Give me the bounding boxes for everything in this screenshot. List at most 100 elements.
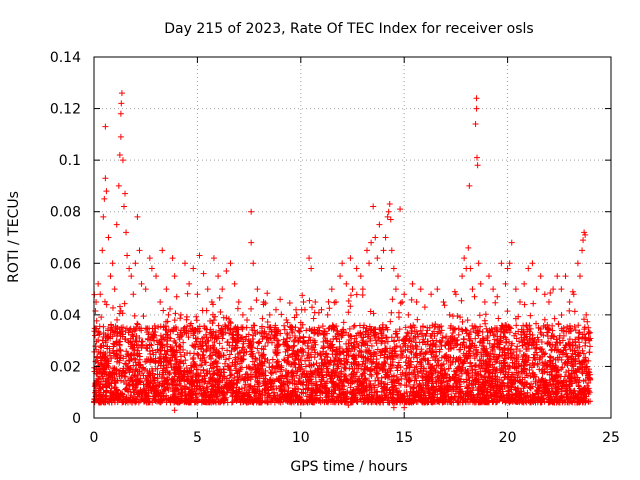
- scatter-point-dense: [220, 352, 227, 359]
- scatter-point-dense: [454, 341, 461, 348]
- scatter-point-dense: [268, 370, 275, 377]
- scatter-point-dense: [534, 334, 541, 341]
- scatter-point-dense: [501, 374, 508, 381]
- scatter-point-dense: [172, 339, 179, 346]
- scatter-point-dense: [213, 329, 220, 336]
- scatter-point-dense: [375, 381, 382, 388]
- scatter-point-dense: [455, 364, 462, 371]
- scatter-point-dense: [234, 390, 241, 397]
- scatter-point-dense: [135, 390, 142, 397]
- scatter-point-dense: [286, 300, 293, 307]
- scatter-point-dense: [231, 325, 238, 332]
- scatter-point-dense: [396, 380, 403, 387]
- scatter-point-dense: [389, 296, 396, 303]
- scatter-point-dense: [299, 346, 306, 353]
- scatter-point-dense: [268, 339, 275, 346]
- scatter-point-dense: [113, 387, 120, 394]
- scatter-point-dense: [383, 334, 390, 341]
- scatter-point-dense: [571, 323, 578, 330]
- scatter-point-dense: [463, 327, 470, 334]
- scatter-point-dense: [411, 377, 418, 384]
- scatter-point-dense: [180, 346, 187, 353]
- scatter-point-dense: [345, 309, 352, 316]
- scatter-point-dense: [93, 317, 100, 324]
- scatter-point-dense: [258, 325, 265, 332]
- scatter-point-dense: [207, 317, 214, 324]
- scatter-point-dense: [586, 343, 593, 350]
- scatter-point-dense: [133, 351, 140, 358]
- scatter-point-dense: [366, 377, 373, 384]
- scatter-point-dense: [346, 336, 353, 343]
- scatter-point-dense: [134, 321, 141, 328]
- scatter-point-dense: [506, 329, 513, 336]
- scatter-point-dense: [226, 330, 233, 337]
- scatter-point-dense: [287, 334, 294, 341]
- scatter-point-dense: [555, 371, 562, 378]
- scatter-point-dense: [368, 342, 375, 349]
- scatter-point-dense: [308, 389, 315, 396]
- scatter-point-dense: [368, 393, 375, 400]
- scatter-point-dense: [579, 331, 586, 338]
- scatter-point-dense: [477, 323, 484, 330]
- scatter-point-dense: [267, 369, 274, 376]
- scatter-point-dense: [351, 344, 358, 351]
- scatter-point-dense: [159, 344, 166, 351]
- scatter-point-dense: [315, 324, 322, 331]
- scatter-point-dense: [98, 314, 105, 321]
- scatter-point-dense: [219, 345, 226, 352]
- scatter-point-dense: [440, 360, 447, 367]
- scatter-point-dense: [353, 332, 360, 339]
- scatter-point-dense: [114, 316, 121, 323]
- scatter-point-dense: [509, 359, 516, 366]
- scatter-point-dense: [317, 350, 324, 357]
- scatter-point-dense: [448, 345, 455, 352]
- scatter-point-dense: [224, 339, 231, 346]
- scatter-point-dense: [357, 330, 364, 337]
- scatter-point-dense: [264, 290, 271, 297]
- scatter-point-dense: [336, 338, 343, 345]
- scatter-point-dense: [438, 354, 445, 361]
- scatter-point-dense: [557, 348, 564, 355]
- scatter-point-dense: [353, 369, 360, 376]
- scatter-point-dense: [396, 326, 403, 333]
- scatter-point-dense: [539, 389, 546, 396]
- scatter-point-dense: [194, 351, 201, 358]
- scatter-point-dense: [163, 341, 170, 348]
- scatter-point-dense: [403, 365, 410, 372]
- scatter-point-dense: [311, 337, 318, 344]
- scatter-point-dense: [545, 324, 552, 331]
- scatter-point-dense: [366, 347, 373, 354]
- scatter-point-dense: [347, 303, 354, 310]
- scatter-point-dense: [383, 324, 390, 331]
- scatter-point-dense: [463, 369, 470, 376]
- scatter-point-dense: [136, 335, 143, 342]
- scatter-point-dense: [459, 318, 466, 325]
- scatter-point-dense: [387, 318, 394, 325]
- scatter-point-dense: [102, 354, 109, 361]
- scatter-point-dense: [223, 315, 230, 322]
- scatter-point-dense: [222, 323, 229, 330]
- scatter-point-dense: [132, 337, 139, 344]
- scatter-point-dense: [273, 369, 280, 376]
- scatter-point-dense: [367, 337, 374, 344]
- scatter-point-dense: [404, 329, 411, 336]
- scatter-point-dense: [451, 393, 458, 400]
- scatter-point-dense: [530, 300, 537, 307]
- scatter-point-dense: [572, 327, 579, 334]
- scatter-point-dense: [388, 334, 395, 341]
- scatter-point-dense: [584, 318, 591, 325]
- scatter-point-dense: [185, 334, 192, 341]
- scatter-point-dense: [527, 312, 534, 319]
- scatter-point-dense: [428, 372, 435, 379]
- scatter-point-dense: [426, 345, 433, 352]
- scatter-point-dense: [238, 364, 245, 371]
- scatter-point-dense: [559, 337, 566, 344]
- scatter-point-dense: [560, 347, 567, 354]
- scatter-point-dense: [262, 372, 269, 379]
- scatter-point-dense: [179, 385, 186, 392]
- scatter-point-dense: [231, 374, 238, 381]
- scatter-point-dense: [181, 388, 188, 395]
- scatter-point-dense: [117, 346, 124, 353]
- scatter-point-dense: [270, 389, 277, 396]
- scatter-point-dense: [194, 366, 201, 373]
